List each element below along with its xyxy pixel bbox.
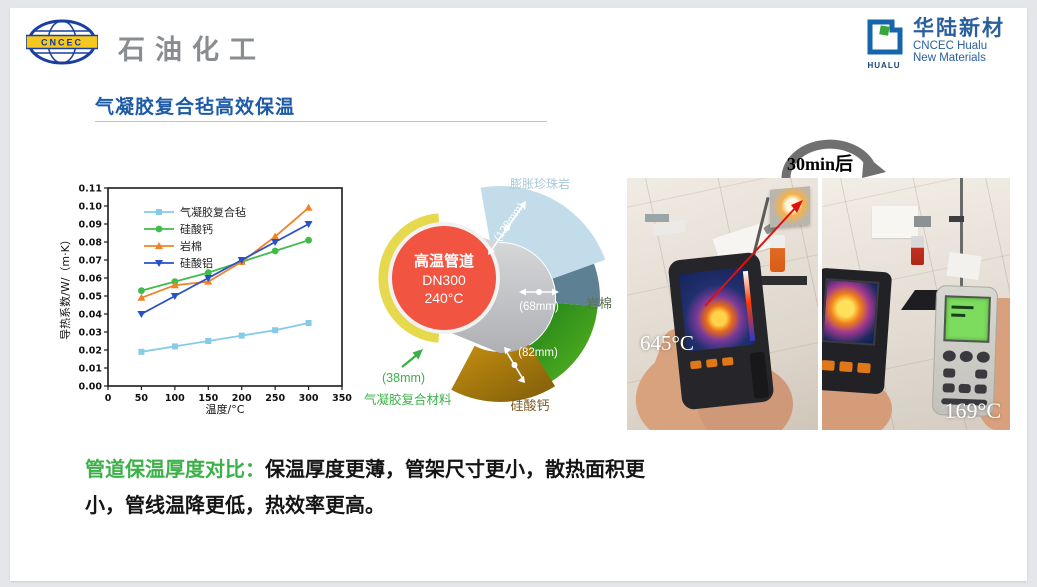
svg-text:100: 100 — [165, 393, 185, 404]
svg-text:50: 50 — [135, 393, 149, 404]
presentation-slide: CNCEC 石油化工 HUALU 华陆新材 CNCEC Hualu New Ma… — [10, 8, 1027, 581]
hualu-name-en-1: CNCEC Hualu — [913, 39, 988, 52]
gas-canister — [911, 236, 924, 265]
temperature-after: 169°C — [944, 398, 1001, 423]
thermal-camera — [822, 267, 893, 395]
svg-text:温度/°C: 温度/°C — [206, 402, 245, 416]
svg-text:0.05: 0.05 — [79, 292, 102, 303]
stand-clamp — [949, 216, 964, 222]
cncec-logo-text: CNCEC — [41, 38, 83, 48]
svg-text:0.00: 0.00 — [79, 382, 103, 393]
svg-text:0.06: 0.06 — [79, 274, 103, 285]
photo-after: 169°C — [822, 178, 1010, 430]
svg-text:气凝胶复合毡: 气凝胶复合毡 — [180, 205, 246, 219]
meter-button — [942, 383, 955, 393]
chart-canvas: 0 50 100 150 200 250 300 350 0.00 0.01 0.02 0.03 0.0… — [59, 184, 352, 417]
svg-text:0.04: 0.04 — [79, 310, 103, 321]
hualu-mark-text: HUALU — [867, 61, 901, 70]
transition-arrow-group: 30min后 — [770, 120, 896, 184]
thermal-conductivity-chart: 0 50 100 150 200 250 300 350 0.00 0.01 0.02 0.03 0.0… — [58, 172, 353, 417]
svg-text:0.01: 0.01 — [79, 364, 102, 375]
svg-text:0.02: 0.02 — [79, 346, 102, 357]
svg-text:硅酸钙: 硅酸钙 — [180, 222, 213, 236]
svg-text:硅酸铝: 硅酸铝 — [180, 256, 213, 270]
meter-button — [974, 384, 987, 394]
lcd-reading — [951, 313, 966, 317]
meter-button — [943, 368, 956, 378]
calcium-thickness-label: (82mm) — [518, 347, 558, 359]
svg-text:0.10: 0.10 — [79, 202, 103, 213]
meter-button — [975, 369, 988, 379]
svg-text:0.03: 0.03 — [79, 328, 102, 339]
sensor-block — [914, 216, 931, 227]
pipe-label-line1: 高温管道 — [414, 252, 474, 270]
lcd-reading — [951, 305, 974, 310]
calcium-name-label: 硅酸钙 — [510, 398, 549, 413]
layer-sector-rockwool — [526, 302, 598, 385]
pipe-label-line2: DN300 — [422, 272, 466, 288]
paper-sheet — [872, 206, 918, 238]
hualu-logo-group: HUALU 华陆新材 CNCEC Hualu New Materials — [861, 16, 1005, 70]
gas-canister — [770, 235, 785, 272]
svg-text:0: 0 — [105, 393, 112, 404]
meter-button — [976, 351, 990, 363]
layer-sector-perlite — [480, 186, 606, 279]
lab-stand-rod — [960, 178, 963, 310]
rockwool-name-label: 岩棉 — [586, 296, 612, 311]
aerogel-name-label: 气凝胶复合材料 — [364, 392, 452, 407]
meter-button — [942, 350, 957, 362]
camera-button — [822, 360, 835, 371]
svg-text:150: 150 — [198, 393, 218, 404]
pipe-face — [392, 226, 496, 330]
brand-shiyou-huagong: 石油化工 — [118, 35, 266, 65]
perlite-name-label: 膨胀珍珠岩 — [510, 176, 570, 191]
pipe-insulation-diagram: 高温管道 DN300 240°C (128mm) 膨胀珍珠岩 (68mm) 岩棉… — [362, 160, 632, 430]
cncec-globe-logo: CNCEC — [26, 19, 98, 65]
hualu-names: 华陆新材 CNCEC Hualu New Materials — [913, 16, 1005, 65]
svg-text:0.11: 0.11 — [79, 184, 102, 195]
transition-label: 30min后 — [787, 154, 854, 174]
meter-lcd — [943, 295, 991, 343]
svg-text:0.09: 0.09 — [79, 220, 102, 231]
meter-button — [959, 350, 973, 363]
pipe-label-line3: 240°C — [424, 290, 463, 306]
svg-text:0.08: 0.08 — [79, 238, 103, 249]
aerogel-thickness-label: (38mm) — [382, 371, 425, 385]
photo-before: 645°C — [627, 178, 818, 430]
hualu-mark-icon: HUALU — [861, 16, 907, 70]
arch-arrow-icon — [781, 139, 886, 179]
page-title: 气凝胶复合毡高效保温 — [95, 97, 296, 118]
camera-button — [857, 362, 871, 374]
rockwool-thickness-label: (68mm) — [519, 301, 559, 313]
layer-sector-calciumsilicate — [451, 343, 556, 402]
caption-text: 管道保温厚度对比：保温厚度更薄，管架尺寸更小，散热面积更小，管线温降更低，热效率… — [85, 452, 657, 524]
bench-device — [645, 214, 669, 222]
meter-button — [958, 383, 971, 394]
lab-stand-base — [761, 276, 807, 285]
thermal-screen — [822, 278, 880, 346]
caption-body: 保温厚度更薄，管架尺寸更小，散热面积更小，管线温降更低，热效率更高。 — [85, 459, 645, 517]
svg-text:岩棉: 岩棉 — [180, 239, 202, 253]
camera-button — [839, 361, 853, 373]
svg-text:350: 350 — [332, 393, 352, 404]
title-underline — [95, 121, 547, 122]
insulation-pad — [946, 251, 982, 281]
caption-highlight: 管道保温厚度对比： — [85, 459, 265, 481]
laser-arrow — [704, 200, 803, 307]
hualu-name-en-2: New Materials — [913, 52, 986, 65]
svg-text:250: 250 — [265, 393, 285, 404]
svg-text:导热系数/W/（m·K）: 导热系数/W/（m·K） — [59, 234, 72, 340]
svg-text:200: 200 — [232, 393, 252, 404]
hualu-name-cn: 华陆新材 — [913, 16, 1005, 40]
svg-text:300: 300 — [299, 393, 319, 404]
temperature-before: 645°C — [640, 331, 694, 355]
svg-text:0.07: 0.07 — [79, 256, 102, 267]
